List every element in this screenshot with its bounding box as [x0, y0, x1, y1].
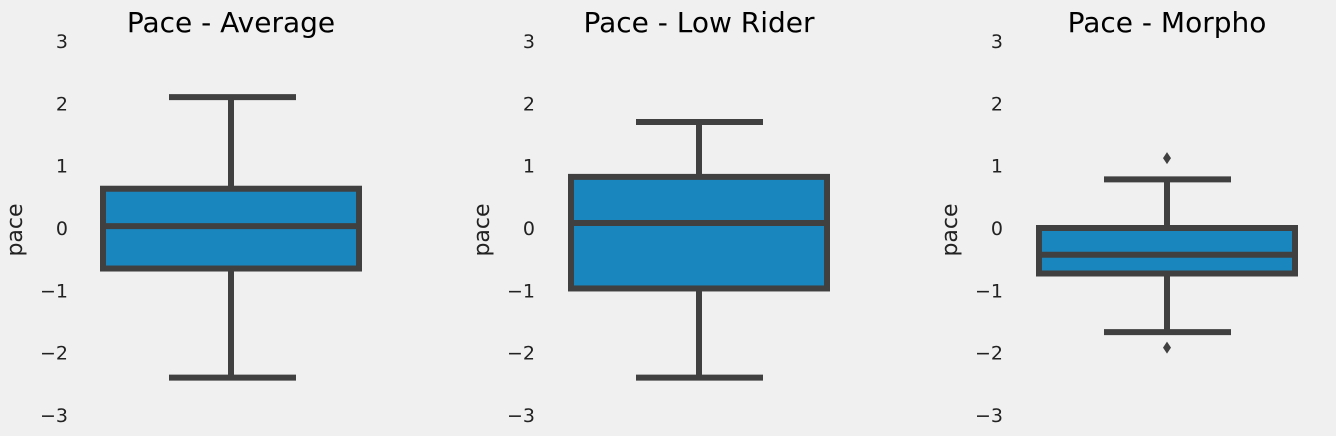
y-tick-label: 2	[523, 93, 535, 115]
y-tick-label: −1	[40, 280, 68, 302]
y-tick-label: 2	[991, 93, 1003, 115]
iqr-box	[568, 173, 830, 292]
y-tick-label: −2	[40, 343, 68, 365]
y-tick-label: 1	[991, 156, 1003, 178]
y-tick-label: −3	[40, 405, 68, 427]
y-tick-label: 0	[523, 218, 535, 240]
chart-title: Pace - Low Rider	[583, 6, 815, 39]
y-axis-label: pace	[470, 203, 495, 256]
y-tick-label: 3	[991, 31, 1003, 53]
outlier-point	[1163, 341, 1171, 354]
y-tick-label: −2	[975, 343, 1003, 365]
y-tick-label: −3	[975, 405, 1003, 427]
y-tick-label: −1	[507, 280, 535, 302]
outlier-point	[1163, 152, 1171, 165]
y-tick-label: 1	[56, 156, 68, 178]
y-tick-label: −1	[975, 280, 1003, 302]
y-tick-label: 1	[523, 156, 535, 178]
y-tick-label: 0	[991, 218, 1003, 240]
y-tick-label: 0	[56, 218, 68, 240]
y-axis-label: pace	[938, 203, 963, 256]
y-tick-label: −3	[507, 405, 535, 427]
chart-title: Pace - Morpho	[1068, 6, 1267, 39]
y-axis-label: pace	[3, 203, 28, 256]
iqr-box	[1036, 225, 1298, 277]
y-tick-label: 3	[523, 31, 535, 53]
y-tick-label: −2	[507, 343, 535, 365]
chart-title: Pace - Average	[127, 6, 335, 39]
y-tick-label: 3	[56, 31, 68, 53]
y-tick-label: 2	[56, 93, 68, 115]
